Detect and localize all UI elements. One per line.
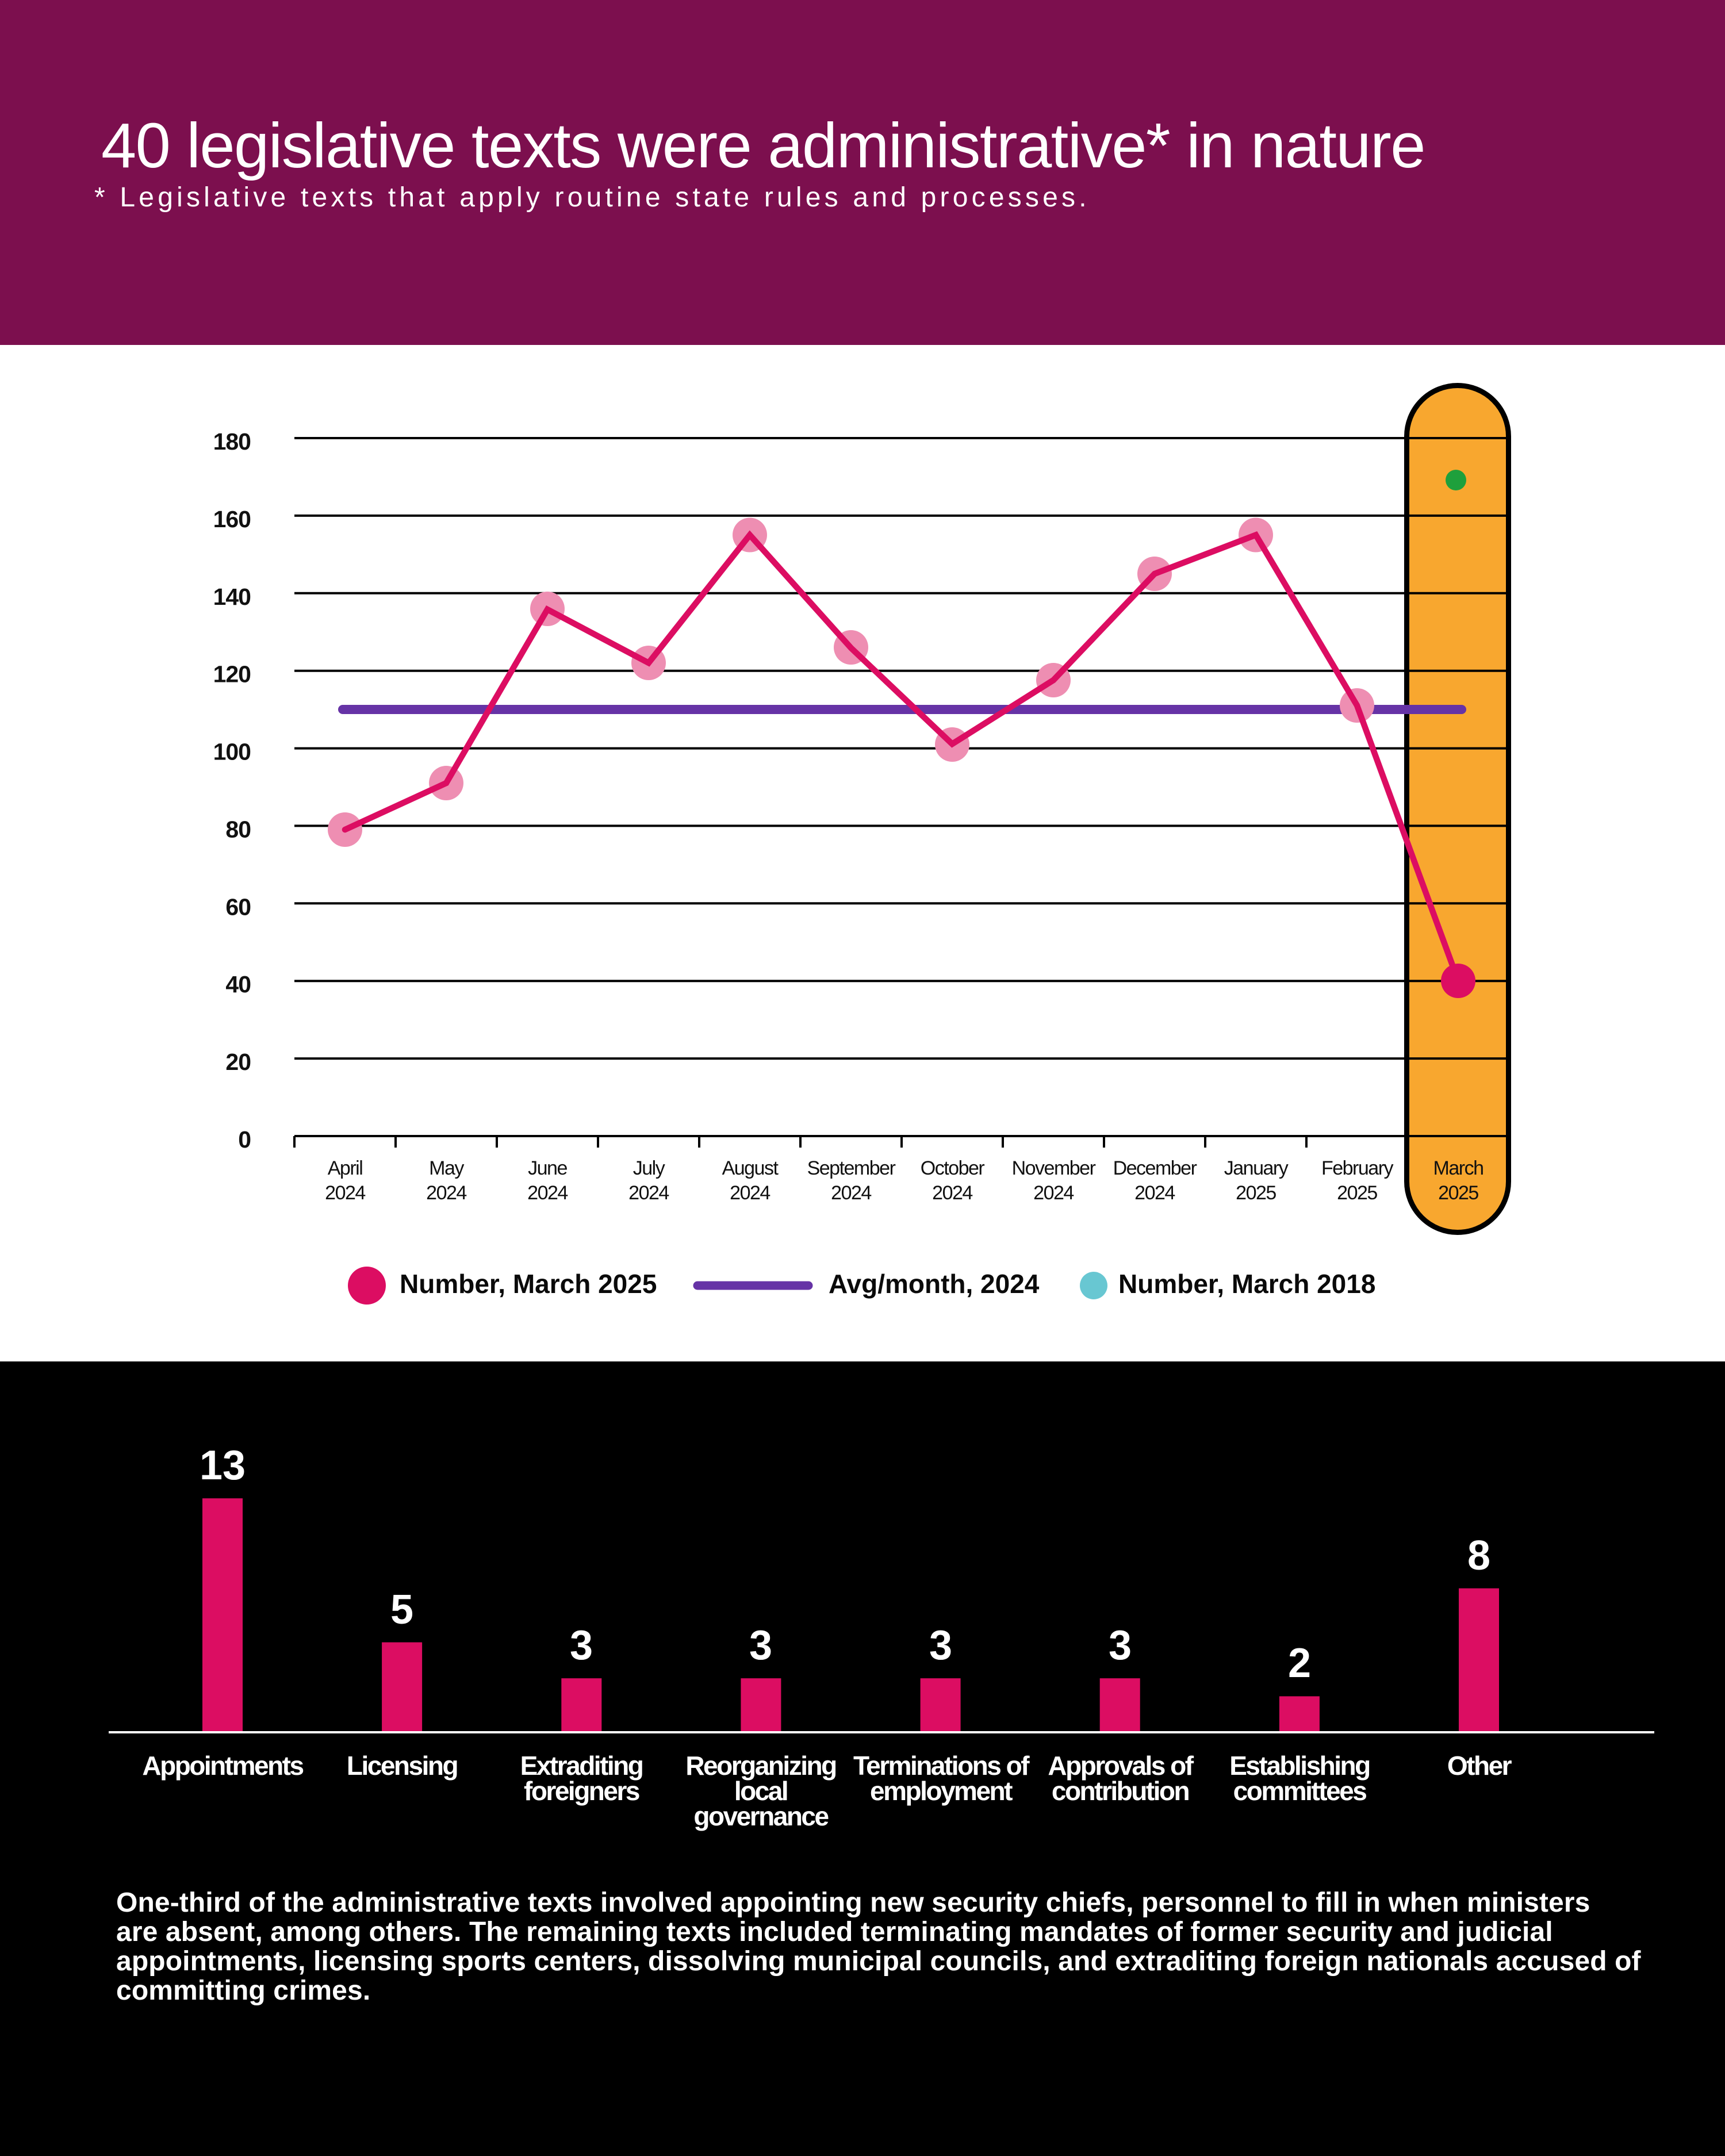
svg-text:160: 160 [213, 506, 251, 532]
svg-text:120: 120 [213, 661, 251, 688]
svg-text:60: 60 [225, 893, 251, 920]
svg-text:3: 3 [929, 1622, 952, 1668]
svg-text:2025: 2025 [1337, 1182, 1377, 1204]
svg-text:3: 3 [749, 1622, 772, 1668]
svg-text:2025: 2025 [1438, 1182, 1478, 1204]
svg-text:2025: 2025 [1236, 1182, 1276, 1204]
svg-text:committees: committees [1233, 1776, 1367, 1806]
svg-text:September: September [807, 1157, 896, 1179]
svg-text:May: May [429, 1157, 464, 1179]
svg-text:180: 180 [213, 428, 251, 455]
svg-text:Extraditing: Extraditing [520, 1751, 643, 1781]
svg-text:0: 0 [238, 1126, 251, 1153]
svg-text:March: March [1433, 1157, 1483, 1179]
svg-text:June: June [528, 1157, 567, 1179]
svg-text:Number, March 2018: Number, March 2018 [1118, 1269, 1375, 1299]
svg-text:Establishing: Establishing [1229, 1751, 1370, 1781]
svg-text:Avg/month, 2024: Avg/month, 2024 [829, 1269, 1040, 1299]
svg-text:3: 3 [570, 1622, 593, 1668]
svg-text:2024: 2024 [426, 1182, 466, 1204]
svg-text:Appointments: Appointments [142, 1751, 303, 1781]
svg-text:October: October [921, 1157, 985, 1179]
svg-text:foreigners: foreigners [524, 1776, 639, 1806]
svg-text:140: 140 [213, 584, 251, 610]
svg-text:2024: 2024 [1033, 1182, 1074, 1204]
svg-text:2024: 2024 [628, 1182, 669, 1204]
svg-text:5: 5 [390, 1587, 413, 1633]
svg-text:Reorganizing: Reorganizing [685, 1751, 836, 1781]
svg-text:February: February [1321, 1157, 1394, 1179]
svg-text:2024: 2024 [932, 1182, 972, 1204]
svg-text:Terminations of: Terminations of [853, 1751, 1030, 1781]
svg-text:Approvals of: Approvals of [1048, 1751, 1194, 1781]
svg-text:2024: 2024 [831, 1182, 871, 1204]
svg-text:January: January [1224, 1157, 1289, 1179]
svg-text:December: December [1113, 1157, 1197, 1179]
svg-text:local: local [734, 1776, 787, 1806]
svg-text:2: 2 [1288, 1640, 1311, 1686]
svg-text:8: 8 [1467, 1533, 1490, 1579]
svg-text:governance: governance [693, 1801, 829, 1831]
svg-text:Licensing: Licensing [347, 1751, 458, 1781]
svg-text:2024: 2024 [1134, 1182, 1175, 1204]
svg-text:employment: employment [870, 1776, 1013, 1806]
svg-text:40: 40 [225, 971, 251, 998]
svg-text:August: August [722, 1157, 779, 1179]
svg-text:November: November [1012, 1157, 1096, 1179]
svg-text:80: 80 [225, 816, 251, 842]
svg-text:20: 20 [225, 1049, 251, 1075]
svg-text:contribution: contribution [1052, 1776, 1189, 1806]
svg-text:3: 3 [1109, 1622, 1132, 1668]
svg-text:Number, March 2025: Number, March 2025 [400, 1269, 657, 1299]
svg-text:2024: 2024 [527, 1182, 568, 1204]
svg-text:2024: 2024 [325, 1182, 365, 1204]
svg-text:13: 13 [200, 1443, 246, 1489]
svg-text:July: July [633, 1157, 665, 1179]
svg-text:2024: 2024 [730, 1182, 770, 1204]
svg-text:April: April [328, 1157, 363, 1179]
svg-text:Other: Other [1447, 1751, 1512, 1781]
svg-text:100: 100 [213, 739, 251, 765]
